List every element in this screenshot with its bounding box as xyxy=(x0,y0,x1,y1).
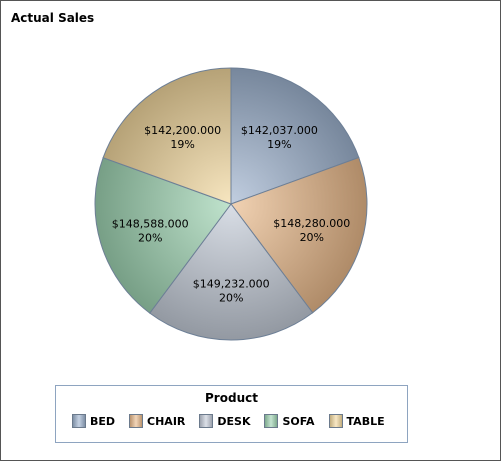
pie-slice-table xyxy=(102,67,232,205)
chart-title: Actual Sales xyxy=(11,11,95,25)
legend-item-table: TABLE xyxy=(328,414,385,428)
slice-value-label-bed: $142,037.000 xyxy=(241,124,318,137)
pie-slice-sofa xyxy=(94,157,232,314)
legend-items: BED CHAIR DESK SOFA TABLE xyxy=(72,412,403,430)
legend-title: Product xyxy=(205,391,258,405)
legend-item-desk: DESK xyxy=(199,414,250,428)
slice-percent-label-desk: 20% xyxy=(219,291,243,304)
slice-percent-label-bed: 19% xyxy=(267,138,291,151)
legend-swatch-chair xyxy=(129,414,144,428)
legend-swatch-desk xyxy=(199,414,214,428)
legend-label-sofa: SOFA xyxy=(282,414,315,428)
pie-chart: $142,037.00019%$148,280.00020%$149,232.0… xyxy=(94,67,368,341)
slice-percent-label-chair: 20% xyxy=(300,231,324,244)
legend-item-chair: CHAIR xyxy=(129,414,185,428)
slice-value-label-table: $142,200.000 xyxy=(144,124,221,137)
legend-label-desk: DESK xyxy=(217,414,251,428)
slice-percent-label-table: 19% xyxy=(170,138,194,151)
legend-swatch-sofa xyxy=(264,414,279,428)
legend-label-table: TABLE xyxy=(346,414,385,428)
slice-value-label-desk: $149,232.000 xyxy=(193,277,270,290)
legend: Product BED CHAIR DESK SOFA TABLE xyxy=(55,385,408,443)
pie-slice-bed xyxy=(230,67,360,205)
legend-swatch-bed xyxy=(72,414,86,428)
legend-label-chair: CHAIR xyxy=(147,414,186,428)
pie-slices xyxy=(94,67,368,341)
slice-percent-label-sofa: 20% xyxy=(138,231,162,244)
legend-item-sofa: SOFA xyxy=(264,414,315,428)
slice-value-label-chair: $148,280.000 xyxy=(273,217,350,230)
legend-label-bed: BED xyxy=(90,414,116,428)
pie-labels: $142,037.00019%$148,280.00020%$149,232.0… xyxy=(112,124,351,304)
legend-item-bed: BED xyxy=(72,414,115,428)
legend-swatch-table xyxy=(328,414,343,428)
pie-slice-chair xyxy=(230,156,368,314)
pie-slice-desk xyxy=(149,203,314,341)
slice-value-label-sofa: $148,588.000 xyxy=(112,217,189,230)
